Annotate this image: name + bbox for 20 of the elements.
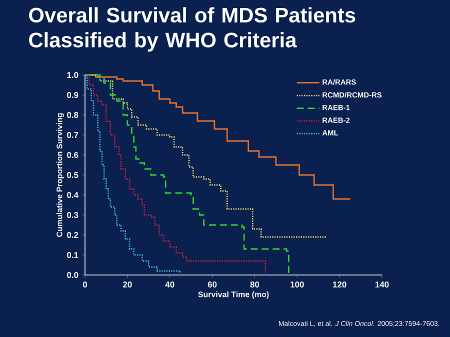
x-tick-label: 80 [250,282,260,288]
y-tick-label: 0.8 [67,112,78,118]
y-tick-label: 0.4 [67,192,78,198]
x-tick-label: 40 [165,282,174,288]
y-tick-label: 0.5 [67,172,78,178]
x-tick-label: 20 [123,282,132,288]
y-tick-label: 1.0 [67,72,78,78]
x-tick-label: 60 [208,282,217,288]
y-tick-label: 0.6 [67,152,78,158]
chart-title: Overall Survival of MDS Patients Classified by WHO Criteria [29,7,356,52]
y-tick-label: 0.9 [67,92,78,98]
x-tick-label: 120 [333,282,346,288]
x-tick-label: 100 [290,282,304,288]
x-tick-label: 0 [82,282,88,288]
y-tick-label: 0.7 [67,132,78,138]
x-tick-label: 140 [375,282,389,288]
y-tick-label: 0.0 [67,272,78,278]
y-tick-label: 0.2 [67,232,78,238]
y-tick-label: 0.1 [67,252,78,258]
y-tick-label: 0.3 [67,212,78,218]
